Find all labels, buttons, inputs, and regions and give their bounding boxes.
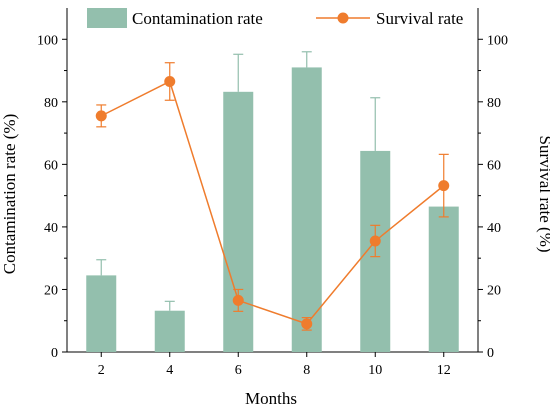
y-tick-label-left: 40 xyxy=(44,221,58,236)
bar xyxy=(86,275,117,352)
x-axis-title: Months xyxy=(245,389,297,408)
survival-line xyxy=(100,80,445,325)
y-tick-label-left: 60 xyxy=(44,158,58,173)
x-tick-label: 10 xyxy=(368,363,382,378)
point xyxy=(438,180,450,192)
x-tick-label: 4 xyxy=(166,363,173,378)
y-tick-label-left: 0 xyxy=(51,346,58,361)
bar xyxy=(154,310,185,352)
point xyxy=(369,235,381,247)
point xyxy=(232,294,244,306)
x-tick-label: 6 xyxy=(235,363,242,378)
point xyxy=(164,75,176,87)
y-tick-label-right: 40 xyxy=(487,221,501,236)
x-tick-label: 8 xyxy=(303,363,310,378)
point xyxy=(301,318,313,330)
y-axis-right-title: Survival rate (%) xyxy=(536,135,550,252)
bar xyxy=(291,67,322,352)
y-tick-label-right: 60 xyxy=(487,158,501,173)
line-layer xyxy=(95,62,450,331)
point xyxy=(95,110,107,122)
labels-layer: 0 0 20 20 40 40 60 60 80 80 100 100 2 4 6 8 10 12 xyxy=(37,33,508,378)
y-tick-label-right: 20 xyxy=(487,283,501,298)
y-tick-label-left: 100 xyxy=(37,33,58,48)
y-tick-label-right: 100 xyxy=(487,33,508,48)
legend-swatch-contamination xyxy=(87,8,127,28)
axes-layer xyxy=(62,8,483,357)
y-tick-label-right: 80 xyxy=(487,96,501,111)
x-tick-label: 12 xyxy=(437,363,451,378)
bar xyxy=(428,206,459,352)
legend-label-contamination: Contamination rate xyxy=(132,9,263,28)
bars-layer xyxy=(86,51,459,352)
y-axis-left-title: Contamination rate (%) xyxy=(0,114,19,275)
bar xyxy=(223,91,254,352)
legend-label-survival: Survival rate xyxy=(376,9,463,28)
y-tick-label-left: 80 xyxy=(44,96,58,111)
x-tick-label: 2 xyxy=(98,363,105,378)
y-tick-label-right: 0 xyxy=(487,346,494,361)
legend: Contamination rate Survival rate xyxy=(87,8,463,28)
y-tick-label-left: 20 xyxy=(44,283,58,298)
legend-marker-survival xyxy=(337,12,349,24)
